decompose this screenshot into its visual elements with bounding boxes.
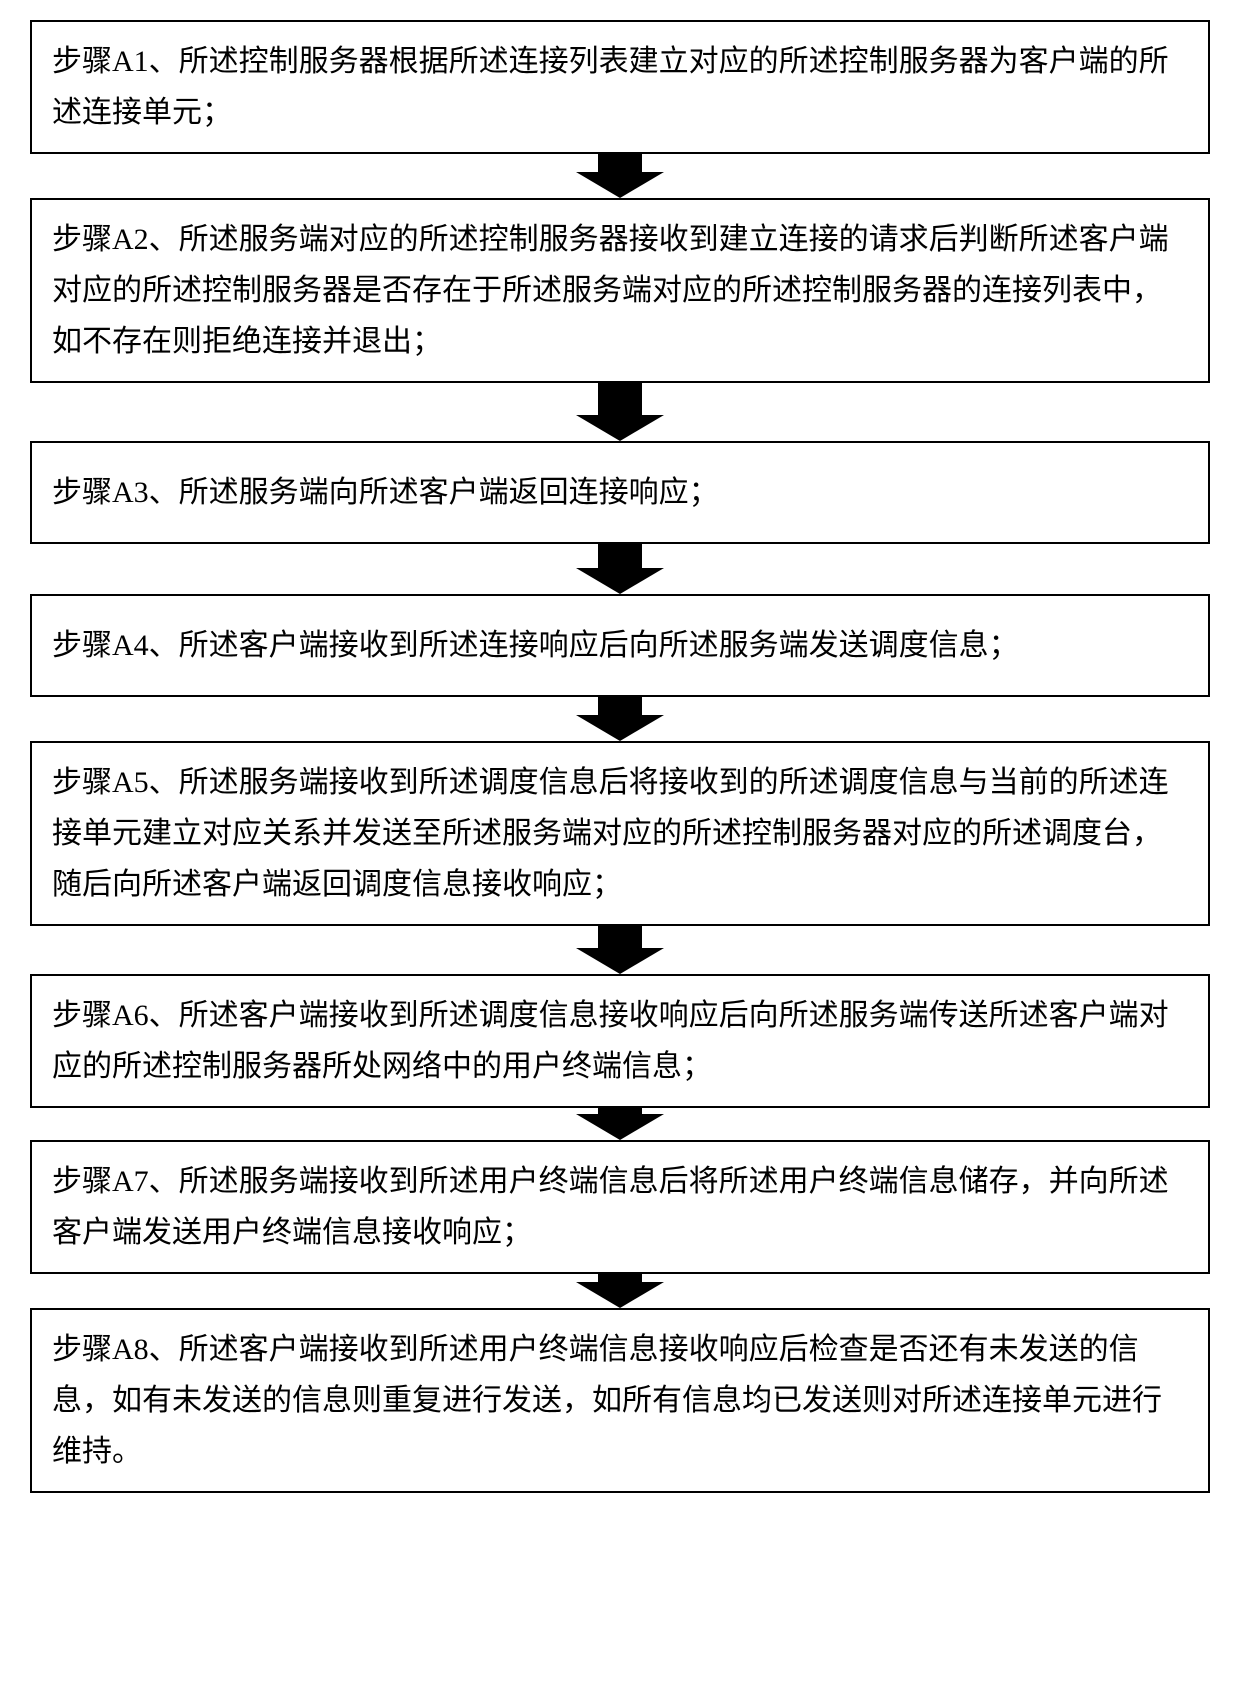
step-box-A4: 步骤A4、所述客户端接收到所述连接响应后向所述服务端发送调度信息；	[30, 594, 1210, 697]
step-box-A1: 步骤A1、所述控制服务器根据所述连接列表建立对应的所述控制服务器为客户端的所述连…	[30, 20, 1210, 154]
flowchart-container: 步骤A1、所述控制服务器根据所述连接列表建立对应的所述控制服务器为客户端的所述连…	[30, 20, 1210, 1493]
arrow-stem	[598, 697, 642, 715]
arrow-stem	[598, 926, 642, 948]
arrow-stem	[598, 154, 642, 172]
arrow-head	[576, 948, 664, 974]
arrow-stem	[598, 383, 642, 415]
arrow-head	[576, 568, 664, 594]
step-box-A7: 步骤A7、所述服务端接收到所述用户终端信息后将所述用户终端信息储存，并向所述客户…	[30, 1140, 1210, 1274]
arrow-down-icon	[576, 383, 664, 441]
arrow-down-icon	[576, 1108, 664, 1140]
arrow-down-icon	[576, 154, 664, 198]
arrow-stem	[598, 1274, 642, 1282]
arrow-stem	[598, 544, 642, 568]
arrow-down-icon	[576, 926, 664, 974]
arrow-head	[576, 172, 664, 198]
arrow-head	[576, 715, 664, 741]
step-box-A2: 步骤A2、所述服务端对应的所述控制服务器接收到建立连接的请求后判断所述客户端对应…	[30, 198, 1210, 383]
step-box-A3: 步骤A3、所述服务端向所述客户端返回连接响应；	[30, 441, 1210, 544]
step-box-A5: 步骤A5、所述服务端接收到所述调度信息后将接收到的所述调度信息与当前的所述连接单…	[30, 741, 1210, 926]
arrow-down-icon	[576, 697, 664, 741]
step-box-A8: 步骤A8、所述客户端接收到所述用户终端信息接收响应后检查是否还有未发送的信息，如…	[30, 1308, 1210, 1493]
arrow-head	[576, 1282, 664, 1308]
arrow-head	[576, 1114, 664, 1140]
step-box-A6: 步骤A6、所述客户端接收到所述调度信息接收响应后向所述服务端传送所述客户端对应的…	[30, 974, 1210, 1108]
arrow-down-icon	[576, 544, 664, 594]
arrow-head	[576, 415, 664, 441]
arrow-down-icon	[576, 1274, 664, 1308]
